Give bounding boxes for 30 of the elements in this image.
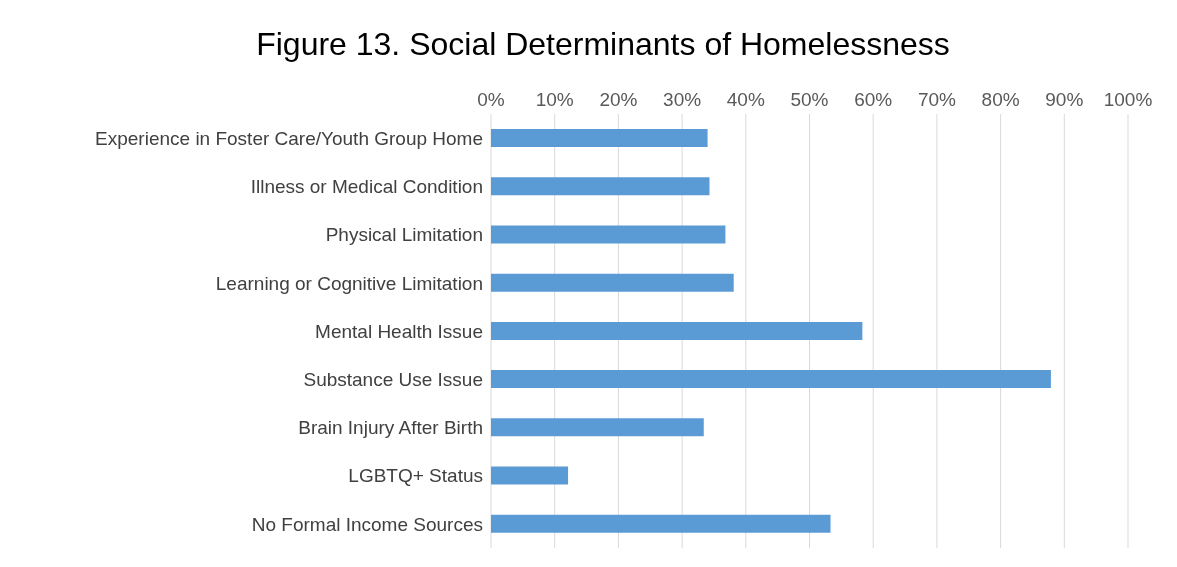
x-tick-label: 40% [726,89,765,110]
y-tick-label: Brain Injury After Birth [298,417,483,439]
x-tick-label: 50% [790,89,829,110]
x-tick-label: 100% [1103,89,1153,110]
bar [491,321,863,340]
bar [491,370,1051,389]
bar [491,225,726,244]
bar [491,129,708,147]
y-tick-label: LGBTQ+ Status [348,465,483,487]
bar [491,418,704,437]
y-tick-label: Mental Health Issue [315,320,483,342]
x-tick-label: 90% [1045,89,1084,110]
x-tick-label: 70% [917,89,957,110]
x-tick-label: 30% [663,89,702,110]
bar [491,273,734,292]
bar [491,466,569,485]
bar [491,177,710,196]
y-tick-label: Experience in Foster Care/Youth Group Home [95,127,483,149]
y-tick-label: Illness or Medical Condition [250,176,483,198]
x-tick-label: 0% [477,89,505,110]
y-tick-label: Substance Use Issue [303,368,483,390]
bar [491,514,831,533]
x-tick-label: 10% [535,89,574,110]
chart-title: Figure 13. Social Determinants of Homelessness [255,25,951,64]
x-tick-label: 60% [854,89,893,110]
y-tick-label: Learning or Cognitive Limitation [215,272,483,294]
x-tick-label: 20% [599,89,638,110]
x-tick-label: 80% [981,89,1020,110]
y-tick-label: Physical Limitation [325,224,483,246]
y-tick-label: No Formal Income Sources [251,513,483,535]
